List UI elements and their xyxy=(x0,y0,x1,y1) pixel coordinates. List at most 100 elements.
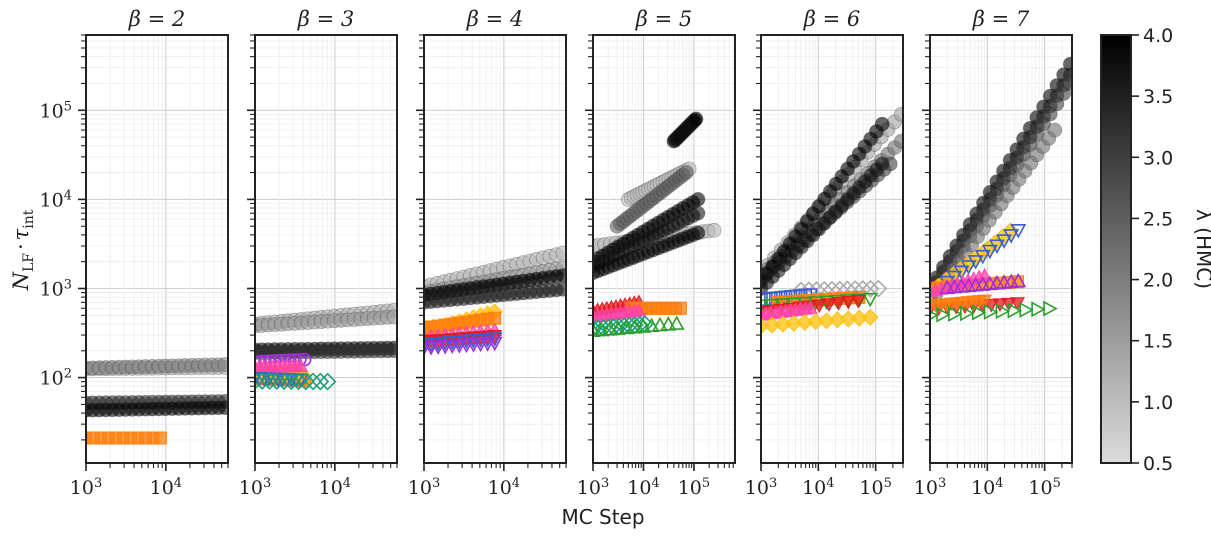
x-tick-label-base: 10 xyxy=(627,477,651,499)
triangle-marker xyxy=(593,321,610,337)
triangle-right-marker xyxy=(1043,300,1058,317)
x-tick-label: 103 xyxy=(70,476,102,500)
data-points xyxy=(930,56,1072,323)
triangle-right-marker xyxy=(1031,301,1046,318)
triangle-down-marker xyxy=(981,244,998,260)
y-axis-label: NLF · τint xyxy=(9,209,37,291)
hmc-point xyxy=(217,357,228,372)
hmc-point xyxy=(555,245,566,261)
panel-3: 103 10 4 β = 4 xyxy=(408,7,567,500)
x-tick-label-base: 10 xyxy=(408,477,432,499)
triangle-right-marker xyxy=(995,303,1011,320)
x-tick-label-exponent: 4 xyxy=(174,476,182,491)
x-tick-label: 104 xyxy=(319,476,351,500)
hmc-point xyxy=(688,111,704,127)
triangle-down-marker xyxy=(811,299,827,314)
x-tick-label-exponent: 3 xyxy=(432,476,440,491)
x-tick-label-base: 10 xyxy=(859,477,883,499)
hmc-point xyxy=(555,281,566,297)
triangle-down-marker xyxy=(255,371,263,387)
x-tick-label-exponent: 4 xyxy=(826,476,834,491)
colorbar-tick-label: 3.0 xyxy=(1143,147,1173,169)
colorbar-label: λ (HMC) xyxy=(1192,209,1211,289)
y-tick-label-base: 10 xyxy=(40,368,64,390)
diamond-marker xyxy=(311,372,330,391)
diamond-marker xyxy=(255,371,272,390)
diamond-marker xyxy=(255,371,264,390)
hmc-point xyxy=(690,205,706,221)
colorbar-ticks: 0.5 1.0 1.5 2.0 2.5 3.0 3.5 4.0 xyxy=(1131,25,1173,475)
colorbar-tick-label: 1.0 xyxy=(1143,392,1173,414)
diamond-marker xyxy=(861,279,880,298)
y-axis-label-op: · xyxy=(9,243,33,250)
triangle-marker xyxy=(293,358,309,373)
x-axis-label: MC Step xyxy=(561,505,644,529)
x-tick-label-base: 10 xyxy=(150,477,174,499)
triangle-right-marker xyxy=(930,310,939,321)
triangle-down-marker xyxy=(989,239,1005,255)
panel-title: β = 4 xyxy=(466,7,523,31)
triangle-right-marker xyxy=(936,306,951,323)
triangle-marker xyxy=(601,321,618,336)
triangle-down-marker xyxy=(486,332,503,347)
triangle-down-marker xyxy=(974,249,991,265)
x-tick-label: 103 xyxy=(745,476,777,500)
panel-frame xyxy=(254,34,398,464)
x-tick-label-exponent: 3 xyxy=(263,476,271,491)
hmc-point xyxy=(874,116,890,132)
x-tick-label-exponent: 4 xyxy=(651,476,659,491)
square-marker xyxy=(488,311,502,325)
x-tick-label: 104 xyxy=(802,476,834,500)
hmc-point xyxy=(874,156,890,172)
x-tick-label-exponent: 5 xyxy=(884,476,892,491)
hmc-point xyxy=(555,268,566,283)
colorbar-gradient xyxy=(1100,34,1132,464)
x-tick-label: 105 xyxy=(678,476,710,500)
panel-frame xyxy=(929,34,1073,464)
y-axis-label-tau-sub: int xyxy=(21,209,37,228)
circle-marker xyxy=(297,352,312,367)
x-tick-label-base: 10 xyxy=(802,477,826,499)
triangle-marker xyxy=(651,316,668,332)
x-tick-label-base: 10 xyxy=(678,477,702,499)
x-tick-label: 103 xyxy=(408,476,440,500)
x-tick-label: 105 xyxy=(859,476,891,500)
triangle-down-marker xyxy=(1010,223,1027,239)
x-tick-label: 104 xyxy=(971,476,1003,500)
x-tick-label-exponent: 3 xyxy=(769,476,777,491)
square-marker xyxy=(673,301,687,315)
x-tick-label-exponent: 3 xyxy=(94,476,102,491)
colorbar-tick-label: 3.5 xyxy=(1143,86,1173,108)
panel-title: β = 5 xyxy=(635,7,692,31)
triangle-down-marker xyxy=(953,265,970,280)
grid xyxy=(424,35,566,463)
triangle-marker xyxy=(643,317,660,333)
diamond-marker xyxy=(267,372,286,390)
square-marker xyxy=(153,431,167,445)
y-tick-label: 104 xyxy=(40,188,72,212)
grid xyxy=(930,35,1072,463)
x-tick-label-exponent: 3 xyxy=(601,476,609,491)
y-axis-label-tau: τ xyxy=(9,228,33,240)
y-tick-label-base: 10 xyxy=(40,100,64,122)
hmc-point xyxy=(386,343,397,359)
colorbar-tick-label: 0.5 xyxy=(1143,453,1173,475)
diamond-marker xyxy=(869,279,888,298)
diamond-marker xyxy=(296,372,315,391)
hmc-point xyxy=(1049,96,1065,112)
y-axis-label-base-sub: LF xyxy=(21,253,37,272)
grid xyxy=(86,35,228,463)
y-tick-label: 105 xyxy=(40,99,72,123)
x-tick-label-exponent: 4 xyxy=(512,476,520,491)
triangle-marker xyxy=(635,318,652,333)
triangle-down-marker xyxy=(967,255,984,270)
data-points xyxy=(424,245,566,356)
y-tick-label: 102 xyxy=(40,366,72,390)
diamond-marker xyxy=(260,372,279,390)
hmc-point xyxy=(1062,76,1072,91)
data-points xyxy=(761,106,903,335)
colorbar-tick-label: 2.5 xyxy=(1143,208,1173,230)
hmc-point xyxy=(386,309,397,325)
colorbar: 0.5 1.0 1.5 2.0 2.5 3.0 3.5 4.0 λ (HMC) xyxy=(1100,25,1211,475)
